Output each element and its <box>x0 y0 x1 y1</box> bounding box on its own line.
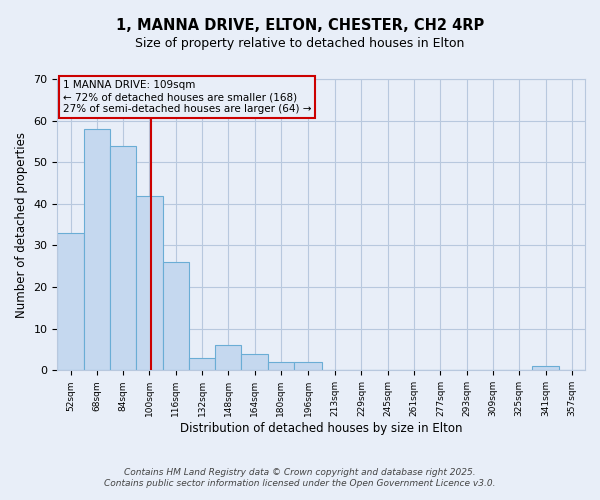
Bar <box>532 366 559 370</box>
Text: 1, MANNA DRIVE, ELTON, CHESTER, CH2 4RP: 1, MANNA DRIVE, ELTON, CHESTER, CH2 4RP <box>116 18 484 32</box>
Text: 1 MANNA DRIVE: 109sqm
← 72% of detached houses are smaller (168)
27% of semi-det: 1 MANNA DRIVE: 109sqm ← 72% of detached … <box>62 80 311 114</box>
Text: Contains HM Land Registry data © Crown copyright and database right 2025.
Contai: Contains HM Land Registry data © Crown c… <box>104 468 496 487</box>
Bar <box>58 233 84 370</box>
Bar <box>84 129 110 370</box>
Bar <box>136 196 163 370</box>
X-axis label: Distribution of detached houses by size in Elton: Distribution of detached houses by size … <box>180 422 463 435</box>
Bar <box>241 354 268 370</box>
Bar <box>110 146 136 370</box>
Bar <box>268 362 294 370</box>
Y-axis label: Number of detached properties: Number of detached properties <box>15 132 28 318</box>
Bar <box>163 262 189 370</box>
Bar <box>294 362 322 370</box>
Text: Size of property relative to detached houses in Elton: Size of property relative to detached ho… <box>136 38 464 51</box>
Bar <box>189 358 215 370</box>
Bar <box>215 346 241 370</box>
